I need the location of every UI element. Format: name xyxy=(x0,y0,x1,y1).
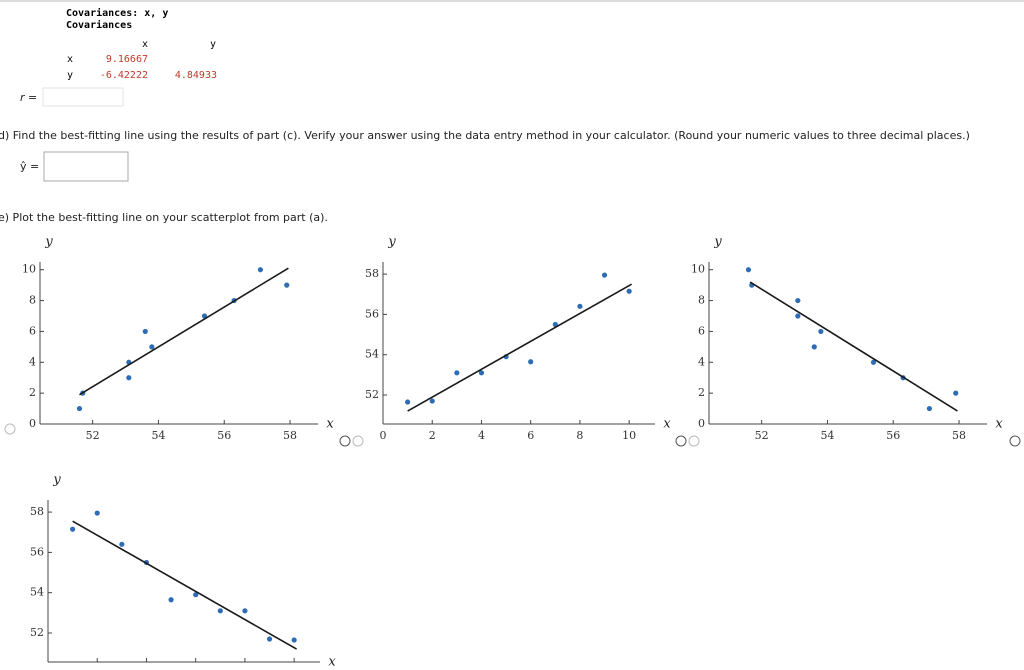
point xyxy=(126,375,132,381)
y-tick-label: 56 xyxy=(365,307,379,320)
cov-header: x xyxy=(142,39,148,50)
x-tick-label: 54 xyxy=(820,429,834,442)
info-icon[interactable] xyxy=(1009,435,1021,447)
point xyxy=(454,370,460,376)
point xyxy=(478,370,485,376)
y-tick-label: 10 xyxy=(22,263,36,276)
y-tick-label: 8 xyxy=(698,294,705,307)
point xyxy=(242,608,248,614)
y-tick-label: 0 xyxy=(698,417,705,430)
x-tick-label: 2 xyxy=(429,429,436,442)
x-tick-label: 4 xyxy=(478,429,485,442)
point xyxy=(601,272,608,278)
x-tick-label: 52 xyxy=(86,429,100,442)
x-axis-label: x xyxy=(328,655,336,670)
y-axis-label: y xyxy=(713,235,722,250)
point xyxy=(257,267,264,273)
point xyxy=(291,637,297,643)
y-tick-label: 2 xyxy=(29,386,36,399)
fit-line xyxy=(72,520,298,650)
y-tick-label: 8 xyxy=(29,294,36,307)
part-e-text: e) Plot the best-fitting line on your sc… xyxy=(0,211,328,224)
x-tick-label: 58 xyxy=(283,429,297,442)
x-axis-label: x xyxy=(995,417,1003,432)
radio[interactable] xyxy=(4,423,16,435)
cov-value: -6.42222 xyxy=(100,70,148,81)
y-tick-label: 4 xyxy=(29,355,36,368)
point xyxy=(577,303,583,309)
point xyxy=(168,597,174,603)
x-tick-label: 0 xyxy=(380,429,387,442)
point xyxy=(626,288,632,294)
yhat-label: ŷ = xyxy=(20,160,39,173)
y-tick-label: 58 xyxy=(30,505,44,518)
y-tick-label: 6 xyxy=(698,324,705,337)
point xyxy=(811,344,817,350)
y-tick-label: 54 xyxy=(365,348,379,361)
x-tick-label: 56 xyxy=(886,429,900,442)
point xyxy=(94,510,100,516)
x-tick-label: 56 xyxy=(217,429,231,442)
x-tick-label: 58 xyxy=(952,429,966,442)
fit-line xyxy=(79,267,289,396)
fit-line xyxy=(749,281,958,412)
point xyxy=(119,541,125,547)
point xyxy=(70,526,76,532)
x-tick-label: 10 xyxy=(622,429,636,442)
r-input[interactable] xyxy=(42,87,124,107)
x-tick-label: 54 xyxy=(151,429,165,442)
cov-value: 4.84933 xyxy=(175,70,217,81)
x-tick-label: 6 xyxy=(527,429,534,442)
y-axis-label: y xyxy=(387,235,396,250)
point xyxy=(193,592,199,598)
point xyxy=(745,267,752,273)
point xyxy=(76,405,83,412)
y-tick-label: 6 xyxy=(29,324,36,337)
cov-title: Covariances: x, y xyxy=(66,7,168,19)
point xyxy=(953,390,959,396)
info-icon[interactable] xyxy=(675,435,700,447)
yhat-input[interactable] xyxy=(43,151,129,182)
point xyxy=(870,359,877,365)
y-axis-label: y xyxy=(44,235,53,250)
y-tick-label: 2 xyxy=(698,386,705,399)
y-tick-label: 10 xyxy=(691,263,705,276)
x-tick-label: 8 xyxy=(576,429,583,442)
x-axis-label: x xyxy=(326,417,334,432)
point xyxy=(217,608,223,614)
y-tick-label: 54 xyxy=(30,586,44,599)
y-tick-label: 0 xyxy=(29,417,36,430)
point xyxy=(528,359,534,365)
point xyxy=(429,398,435,404)
point xyxy=(795,297,801,304)
y-tick-label: 52 xyxy=(30,626,44,639)
y-tick-label: 58 xyxy=(365,267,379,280)
point xyxy=(926,405,933,412)
info-icon[interactable] xyxy=(339,435,364,447)
cov-row-label: x xyxy=(67,54,73,65)
point xyxy=(795,313,801,319)
y-tick-label: 4 xyxy=(698,355,705,368)
y-axis-label: y xyxy=(52,473,61,488)
r-label: r = xyxy=(20,91,37,104)
y-tick-label: 56 xyxy=(30,545,44,558)
cov-value: 9.16667 xyxy=(106,54,148,65)
cov-row-label: y xyxy=(67,70,73,81)
point xyxy=(818,328,824,335)
point xyxy=(266,636,273,642)
y-tick-label: 52 xyxy=(365,388,379,401)
fit-line xyxy=(407,283,633,412)
x-tick-label: 52 xyxy=(755,429,769,442)
point xyxy=(149,344,155,350)
point xyxy=(405,399,411,405)
x-axis-label: x xyxy=(663,417,671,432)
cov-subtitle: Covariances xyxy=(66,19,132,31)
cov-header: y xyxy=(210,39,216,50)
point xyxy=(284,282,290,288)
part-d-text: d) Find the best-fitting line using the … xyxy=(0,129,970,142)
point xyxy=(142,328,148,335)
